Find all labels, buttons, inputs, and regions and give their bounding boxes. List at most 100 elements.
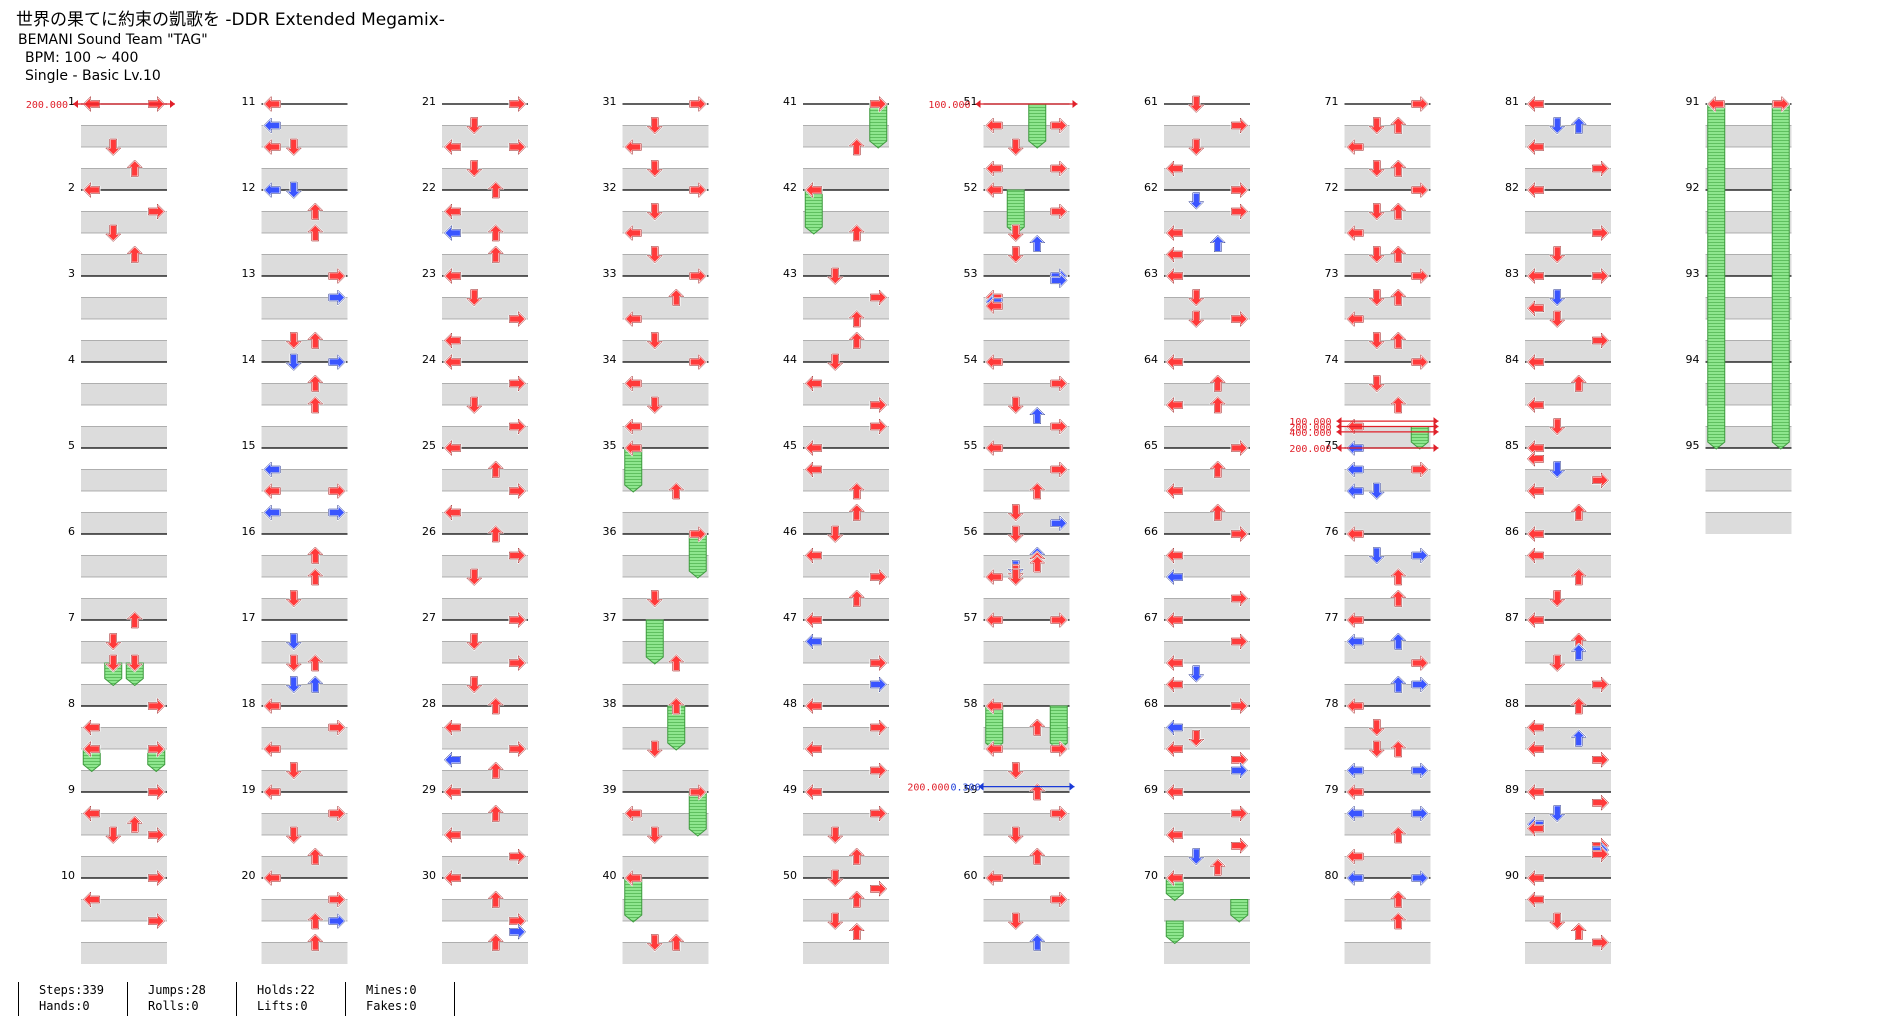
beat-shade (261, 856, 348, 878)
arrow-outline (1050, 805, 1068, 822)
arrow-outline (1526, 740, 1544, 758)
hold-note (1771, 103, 1790, 450)
tap-note (465, 116, 483, 135)
arrow-outline (1029, 718, 1046, 736)
beat-shade (803, 426, 889, 448)
stats-column-steps: Steps:339 Hands:0 (18, 982, 127, 1016)
marker-cap (1433, 427, 1439, 436)
arrow-outline (1592, 934, 1610, 951)
arrow-outline (1029, 933, 1046, 951)
beat-shade (1344, 555, 1431, 577)
arrow-outline (466, 117, 483, 135)
tap-note (285, 761, 303, 780)
tap-note (262, 95, 282, 113)
beat-shade (442, 684, 528, 706)
arrow-outline (870, 396, 888, 414)
beat-shade (1164, 856, 1250, 878)
arrow-outline (1526, 267, 1544, 285)
arrow-outline (1231, 697, 1249, 715)
tap-note (508, 923, 527, 941)
stat-fakes: Fakes:0 (366, 999, 417, 1013)
arrow-outline (328, 289, 346, 306)
beat-shade (1164, 211, 1250, 233)
beat-shade (1525, 383, 1611, 405)
beat-shade (261, 942, 348, 964)
arrow-outline (646, 826, 663, 844)
measure-number: 4 (68, 353, 75, 366)
tap-note (327, 353, 347, 371)
beat-shade (261, 727, 348, 749)
arrow-outline (1592, 794, 1610, 811)
arrow-outline (1007, 560, 1024, 578)
tap-note (1209, 503, 1227, 522)
arrow-outline (1411, 547, 1429, 564)
tap-note (1389, 890, 1407, 909)
tap-note (1028, 481, 1046, 500)
beat-shade (81, 125, 167, 147)
markers-layer: 200.000 100.000100.000200.000400.000200.0… (26, 100, 1439, 794)
arrow-outline (668, 697, 685, 715)
arrow-outline (1165, 482, 1183, 500)
tap-note (623, 375, 643, 392)
beat-shade (442, 727, 528, 749)
arrow-outline (1209, 503, 1226, 521)
arrow-outline (1526, 547, 1544, 564)
arrow-outline (1188, 730, 1205, 748)
beat-shade (261, 598, 348, 620)
beat-shade (1525, 598, 1611, 620)
beat-shade (1164, 727, 1250, 749)
arrow-outline (1007, 568, 1024, 586)
tap-note (465, 675, 483, 694)
arrow-outline (487, 933, 504, 951)
tap-note (869, 805, 888, 822)
tap-note (487, 804, 505, 823)
tap-note (1187, 664, 1205, 684)
beat-shade (442, 469, 528, 491)
arrow-outline (870, 289, 888, 306)
arrow-outline (689, 95, 707, 113)
arrow-outline (668, 288, 685, 306)
tap-note (1165, 160, 1184, 177)
arrow-outline (1368, 332, 1385, 350)
arrow-shape (508, 95, 527, 113)
tap-note (1389, 288, 1407, 307)
tap-note (1028, 933, 1046, 952)
measure-number: 79 (1325, 783, 1339, 796)
arrow-outline (487, 761, 504, 779)
tap-note (1410, 353, 1430, 371)
tap-note (984, 117, 1004, 134)
beat-shade (81, 211, 167, 233)
arrow-outline (1007, 762, 1024, 780)
arrow-outline (624, 375, 642, 392)
arrow-outline (1165, 246, 1183, 263)
arrow-outline (624, 310, 642, 328)
arrow-outline (1526, 138, 1544, 156)
arrow-outline (985, 697, 1003, 715)
arrow-outline (646, 117, 663, 135)
tap-note (623, 138, 643, 156)
tap-note (1187, 138, 1205, 157)
tap-note (848, 223, 866, 242)
beat-shade (1344, 899, 1431, 921)
arrow-outline (263, 482, 281, 500)
tap-note (646, 589, 664, 608)
arrow-shape (1570, 922, 1588, 941)
tap-note (1526, 891, 1545, 908)
bpm-change-marker: 200.000 (1289, 422, 1439, 434)
tap-note (306, 675, 324, 694)
tap-note (869, 719, 888, 736)
arrow-outline (1007, 564, 1024, 582)
tap-note (1230, 181, 1249, 199)
arrow-outline (487, 890, 504, 908)
arrow-outline (1772, 95, 1790, 113)
arrow-shape (508, 923, 527, 941)
arrow-outline (1390, 116, 1407, 134)
notes-layer (82, 95, 1791, 952)
beat-shade (622, 899, 709, 921)
beat-shade (442, 813, 528, 835)
arrow-shape (1526, 450, 1545, 468)
measure-column: 51 52 53 54 55 56 57 58 59 60 (964, 95, 1070, 964)
beat-shade (1525, 770, 1611, 792)
arrow-outline (985, 117, 1003, 134)
marker-cap (1336, 422, 1342, 431)
